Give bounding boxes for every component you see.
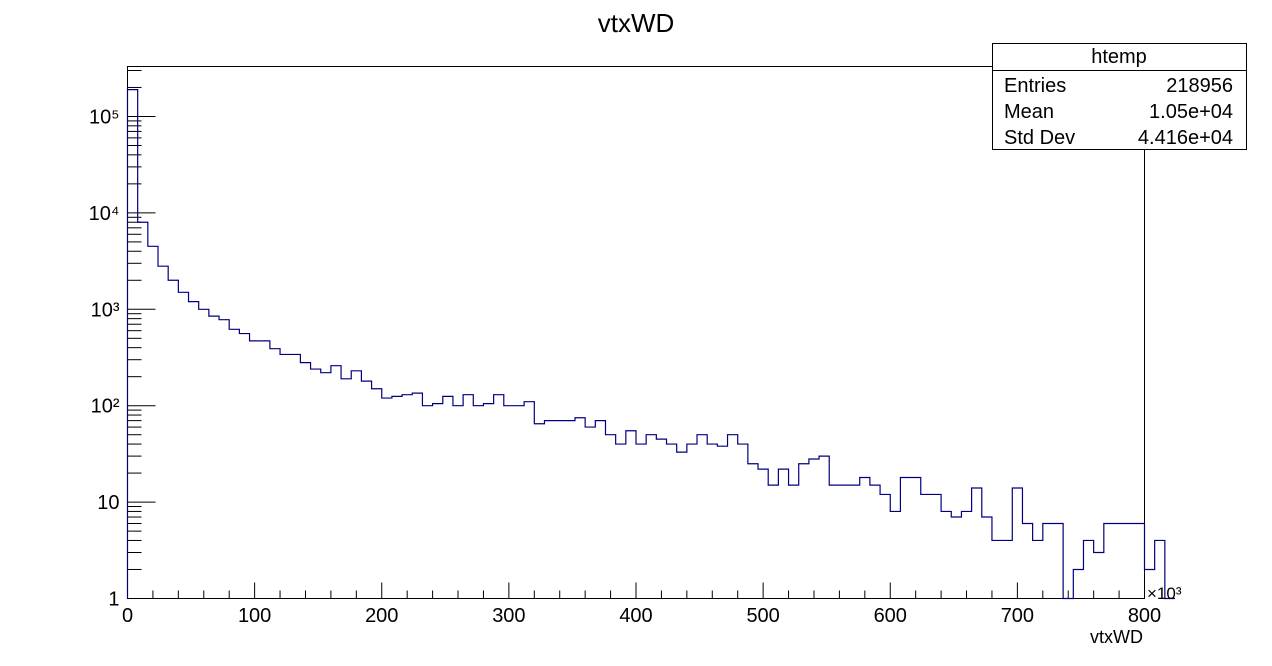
x-axis: 0 100 200 300 400 500 600 700 800	[122, 582, 1161, 627]
y-tick-label: 1	[108, 589, 119, 611]
stats-mean-value: 1.05e+04	[1149, 101, 1233, 123]
stats-mean-label: Mean	[1004, 101, 1054, 123]
y-tick-label: 10³	[91, 299, 120, 321]
y-tick-label: 10²	[91, 396, 120, 418]
y-axis: 1 10 10² 10³ 10⁴ 10⁵	[89, 69, 156, 611]
stats-title: htemp	[1091, 46, 1147, 68]
y-tick-label: 10	[97, 492, 119, 514]
stats-box-frame	[992, 43, 1247, 150]
x-tick-label: 700	[1001, 605, 1034, 627]
histogram-line	[126, 89, 1176, 600]
chart-title: vtxWD	[598, 8, 675, 38]
x-tick-label: 200	[365, 605, 398, 627]
x-axis-multiplier: ×10³	[1147, 584, 1182, 603]
y-tick-label: 10⁵	[89, 106, 120, 128]
stats-entries-value: 218956	[1166, 75, 1233, 97]
x-tick-label: 600	[874, 605, 907, 627]
x-tick-label: 400	[619, 605, 652, 627]
x-tick-label: 100	[238, 605, 271, 627]
x-tick-label: 300	[492, 605, 525, 627]
stats-stddev-value: 4.416e+04	[1138, 127, 1233, 149]
x-axis-label: vtxWD	[1090, 627, 1143, 647]
x-tick-label: 800	[1128, 605, 1161, 627]
stats-entries-label: Entries	[1004, 75, 1066, 97]
stats-box: htemp Entries 218956 Mean 1.05e+04 Std D…	[992, 43, 1247, 150]
x-tick-label: 0	[122, 605, 133, 627]
x-tick-label: 500	[746, 605, 779, 627]
y-tick-label: 10⁴	[89, 203, 120, 225]
stats-stddev-label: Std Dev	[1004, 127, 1075, 149]
